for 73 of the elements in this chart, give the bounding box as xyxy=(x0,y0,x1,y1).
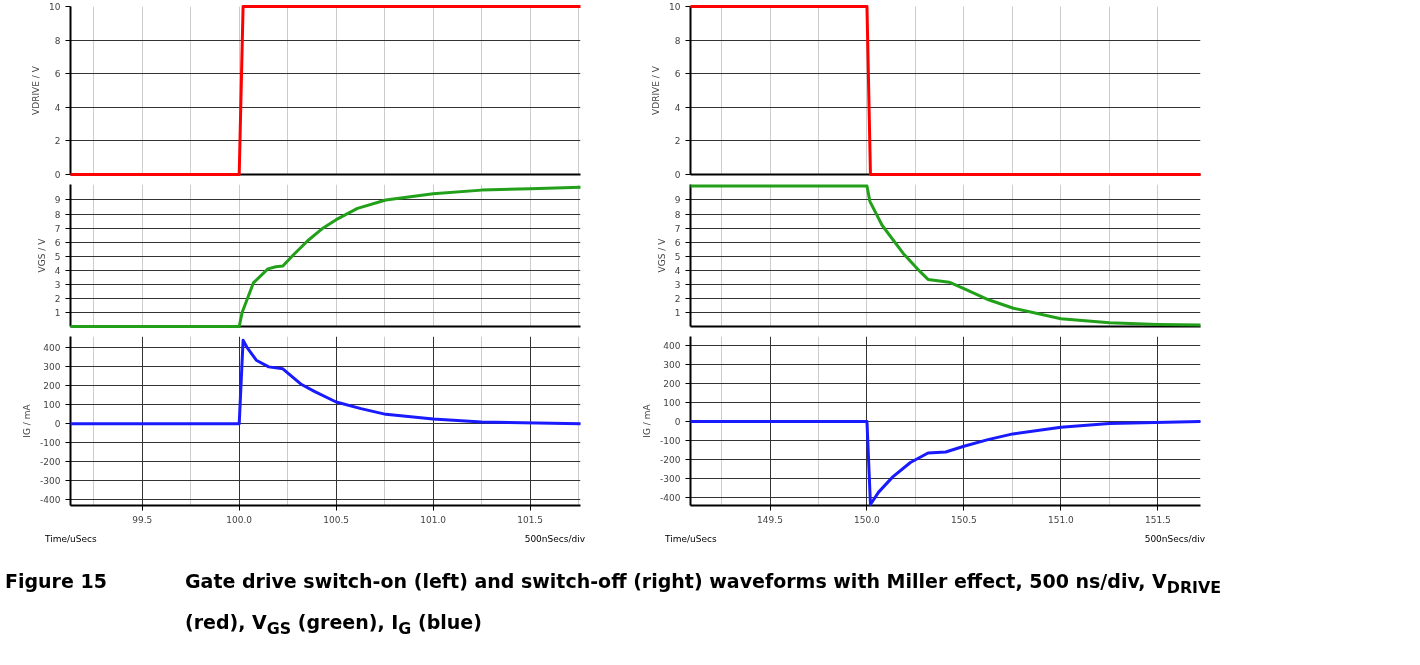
y-tick-label: -300 xyxy=(660,474,681,485)
y-tick-label: 1 xyxy=(674,307,681,318)
y-tick-label: 4 xyxy=(54,102,61,113)
y-tick-label: 6 xyxy=(54,69,61,80)
y-axis-title: IG / mA xyxy=(642,403,653,438)
y-tick-label: -100 xyxy=(660,436,681,447)
y-tick-label: 8 xyxy=(674,209,681,220)
x-axis-title: Time/uSecs xyxy=(665,533,717,546)
y-axis-title: VGS / V xyxy=(656,237,667,273)
x-tick-label: 150.5 xyxy=(951,514,977,525)
x-tick-label: 101.5 xyxy=(517,514,543,525)
line-series xyxy=(69,185,582,328)
y-tick-label: 6 xyxy=(674,237,681,248)
y-tick-label: 9 xyxy=(674,195,681,206)
y-tick-label: -200 xyxy=(40,457,61,468)
y-tick-label: 8 xyxy=(54,35,61,46)
y-tick-label: 3 xyxy=(674,279,681,290)
y-tick-label: 10 xyxy=(49,2,61,12)
y-tick-label: 5 xyxy=(674,251,681,262)
line-series xyxy=(69,338,582,426)
y-tick-label: 10 xyxy=(669,2,681,12)
y-tick-label: 4 xyxy=(674,265,681,276)
y-tick-label: 2 xyxy=(54,293,61,304)
y-tick-label: 6 xyxy=(54,237,61,248)
y-tick-label: 1 xyxy=(54,307,61,318)
x-tick-label: 100.5 xyxy=(323,514,350,525)
text: Gate drive switch-on (left) and switch-off (right) waveforms with Miller effect, 500 ns/div, V$_{DRIVE}$ (red), V$_{GS}$ (green), I$_{G}$ (blue) xyxy=(185,570,1222,638)
y-tick-label: 400 xyxy=(43,343,61,354)
x-axis-title: Time/uSecs xyxy=(45,533,97,546)
x-tick-label: 151.5 xyxy=(1144,514,1171,525)
y-tick-label: 0 xyxy=(674,170,681,180)
y-axis-title: VDRIVE / V xyxy=(651,65,662,115)
caption: Figure 15 xyxy=(5,569,108,594)
y-tick-label: -400 xyxy=(40,495,61,506)
y-tick-label: 2 xyxy=(674,136,681,147)
y-tick-label: 7 xyxy=(54,223,61,234)
y-tick-label: 5 xyxy=(54,251,61,262)
text: 500nSecs/div xyxy=(1144,533,1205,546)
x-tick-label: 100.0 xyxy=(226,514,253,525)
x-tick-label: 101.0 xyxy=(420,514,447,525)
y-tick-label: 0 xyxy=(54,419,61,430)
y-tick-label: 100 xyxy=(43,400,61,411)
y-tick-label: 8 xyxy=(674,35,681,46)
y-tick-label: 9 xyxy=(54,195,61,206)
y-axis-title: VDRIVE / V xyxy=(31,65,42,115)
y-tick-label: -400 xyxy=(660,493,681,504)
y-axis-title: IG / mA xyxy=(22,403,33,438)
y-tick-label: -300 xyxy=(40,476,61,487)
text: 500nSecs/div xyxy=(524,533,585,546)
y-tick-label: 0 xyxy=(674,416,681,427)
y-tick-label: 400 xyxy=(663,340,681,351)
y-tick-label: 300 xyxy=(663,359,681,370)
y-tick-label: 300 xyxy=(43,362,61,373)
y-tick-label: 2 xyxy=(674,293,681,304)
x-tick-label: 149.5 xyxy=(757,514,783,525)
x-tick-label: 99.5 xyxy=(132,514,153,525)
x-tick-label: 151.0 xyxy=(1048,514,1075,525)
x-tick-label: 150.0 xyxy=(854,514,881,525)
y-axis-title: VGS / V xyxy=(36,237,47,273)
line-series xyxy=(689,184,1202,327)
y-tick-label: 3 xyxy=(54,279,61,290)
y-tick-label: 0 xyxy=(54,170,61,180)
y-tick-label: 100 xyxy=(663,397,681,408)
y-tick-label: 7 xyxy=(674,223,681,234)
y-tick-label: 4 xyxy=(674,102,681,113)
y-tick-label: 4 xyxy=(54,265,61,276)
y-tick-label: -100 xyxy=(40,438,61,449)
y-tick-label: 2 xyxy=(54,136,61,147)
y-tick-label: 200 xyxy=(43,381,61,392)
y-tick-label: 6 xyxy=(674,69,681,80)
y-tick-label: 8 xyxy=(54,209,61,220)
y-tick-label: -200 xyxy=(660,455,681,466)
y-tick-label: 200 xyxy=(663,378,681,389)
